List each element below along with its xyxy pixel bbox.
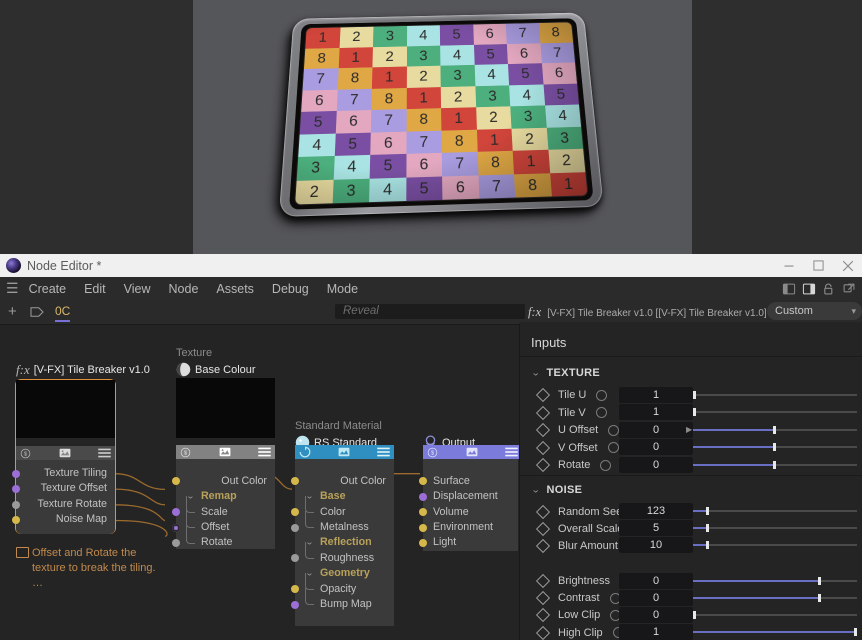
svg-text:$: $ — [184, 450, 187, 456]
svg-text:$: $ — [431, 450, 434, 456]
svg-text:$: $ — [24, 451, 27, 457]
